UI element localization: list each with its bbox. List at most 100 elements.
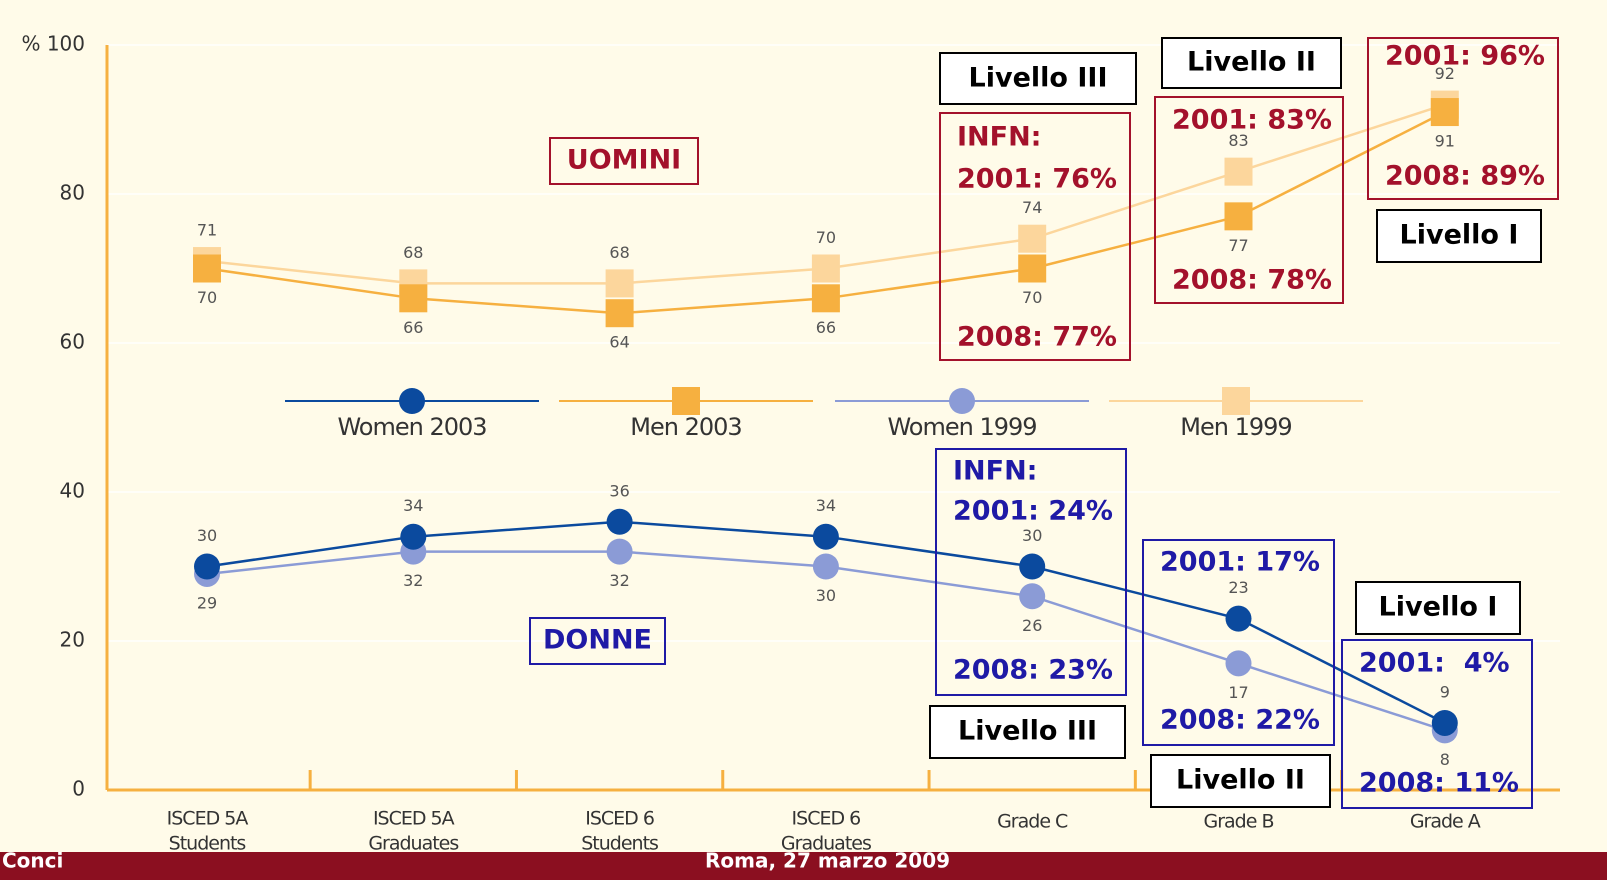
annotation-box: [549, 137, 699, 185]
y-tick-label: 0: [72, 777, 85, 801]
data-point: [399, 284, 428, 313]
annotation-text: 2008: 22%: [1160, 705, 1320, 736]
annotation-text: Livello I: [1400, 220, 1519, 251]
legend-marker: [399, 388, 425, 414]
data-point: [605, 269, 634, 298]
value-label: 32: [403, 571, 423, 590]
data-point: [606, 508, 633, 535]
annotation-text: 2008: 77%: [957, 322, 1117, 353]
annotation-text: Livello III: [969, 63, 1108, 94]
annotation-box: [1150, 754, 1331, 808]
value-label: 92: [1435, 64, 1455, 83]
data-point: [1225, 605, 1252, 632]
value-label: 70: [1022, 288, 1042, 307]
data-point: [1019, 553, 1046, 580]
value-label: 71: [197, 221, 217, 240]
annotation-box: [939, 112, 1131, 361]
y-tick-label: 80: [60, 181, 85, 205]
value-label: 17: [1228, 683, 1248, 702]
x-tick-label: ISCED 6: [792, 808, 861, 830]
x-tick-label: ISCED 6: [585, 808, 654, 830]
legend-label: Men 2003: [630, 413, 741, 441]
y-tick-label: % 100: [21, 32, 85, 56]
value-label: 91: [1435, 132, 1455, 151]
annotation-box: [1367, 37, 1559, 200]
annotation-box: [1355, 581, 1521, 635]
x-tick-label: Graduates: [368, 833, 458, 855]
annotation-text: DONNE: [543, 625, 652, 656]
value-label: 30: [1022, 526, 1042, 545]
value-label: 29: [197, 593, 217, 612]
annotation-text: UOMINI: [567, 145, 681, 176]
value-label: 30: [816, 586, 836, 605]
annotation-box: [1376, 209, 1542, 263]
annotation-box: [929, 705, 1126, 759]
value-label: 32: [609, 571, 629, 590]
value-label: 9: [1440, 682, 1450, 701]
annotation-text: 2001: 83%: [1172, 105, 1332, 136]
annotation-text: 2008: 78%: [1172, 265, 1332, 296]
data-point: [1431, 709, 1458, 736]
data-point: [811, 284, 840, 313]
legend-marker: [672, 387, 700, 415]
value-label: 68: [403, 243, 423, 262]
annotation-text: 2008: 11%: [1359, 768, 1519, 799]
legend-label: Women 2003: [337, 413, 486, 441]
x-tick-label: Students: [169, 833, 246, 855]
annotation-box: [1341, 639, 1533, 809]
annotation-box: [935, 448, 1127, 696]
footer-left: Conci: [2, 849, 63, 873]
data-point: [605, 299, 634, 328]
annotation-box: [939, 52, 1137, 105]
value-label: 34: [403, 496, 423, 515]
value-label: 26: [1022, 616, 1042, 635]
data-point: [1019, 583, 1046, 610]
data-point: [812, 553, 839, 580]
value-label: 34: [816, 496, 836, 515]
y-tick-label: 20: [60, 628, 85, 652]
legend-marker: [1222, 387, 1250, 415]
value-label: 70: [197, 288, 217, 307]
data-point: [1225, 650, 1252, 677]
annotation-text: Livello II: [1187, 47, 1316, 78]
x-tick-label: Grade A: [1410, 811, 1481, 833]
x-tick-label: Grade B: [1203, 811, 1273, 833]
value-label: 77: [1228, 236, 1248, 255]
annotation-box: [529, 617, 666, 665]
y-tick-label: 60: [60, 330, 85, 354]
value-label: 8: [1440, 750, 1450, 769]
annotation-box: [1142, 539, 1335, 746]
annotation-box: [1154, 96, 1344, 304]
data-point: [606, 538, 633, 565]
legend-marker: [949, 388, 975, 414]
value-label: 70: [816, 228, 836, 247]
data-point: [1018, 224, 1047, 253]
annotation-text: Livello III: [958, 716, 1097, 747]
annotation-text: 2001: 17%: [1160, 547, 1320, 578]
legend-label: Women 1999: [887, 413, 1036, 441]
annotation-text: 2008: 89%: [1385, 161, 1545, 192]
annotation-text: Livello II: [1176, 765, 1305, 796]
annotation-text: 2001: 96%: [1385, 41, 1545, 72]
data-point: [1430, 98, 1459, 127]
footer-center: Roma, 27 marzo 2009: [705, 849, 950, 873]
data-point: [811, 254, 840, 283]
value-label: 64: [609, 333, 629, 352]
value-label: 68: [609, 243, 629, 262]
annotation-text: 2001: 24%: [953, 496, 1113, 527]
x-tick-label: Graduates: [781, 833, 871, 855]
data-point: [194, 553, 220, 580]
annotation-text: 2008: 23%: [953, 655, 1113, 686]
x-tick-label: Grade C: [997, 811, 1068, 833]
x-tick-label: Students: [581, 833, 658, 855]
value-label: 83: [1228, 131, 1248, 150]
data-point: [193, 254, 221, 283]
y-tick-label: 40: [60, 479, 85, 503]
data-point: [812, 523, 839, 550]
footer-bar: [0, 852, 1607, 880]
legend-label: Men 1999: [1180, 413, 1291, 441]
value-label: 66: [816, 318, 836, 337]
data-point: [1224, 202, 1253, 231]
